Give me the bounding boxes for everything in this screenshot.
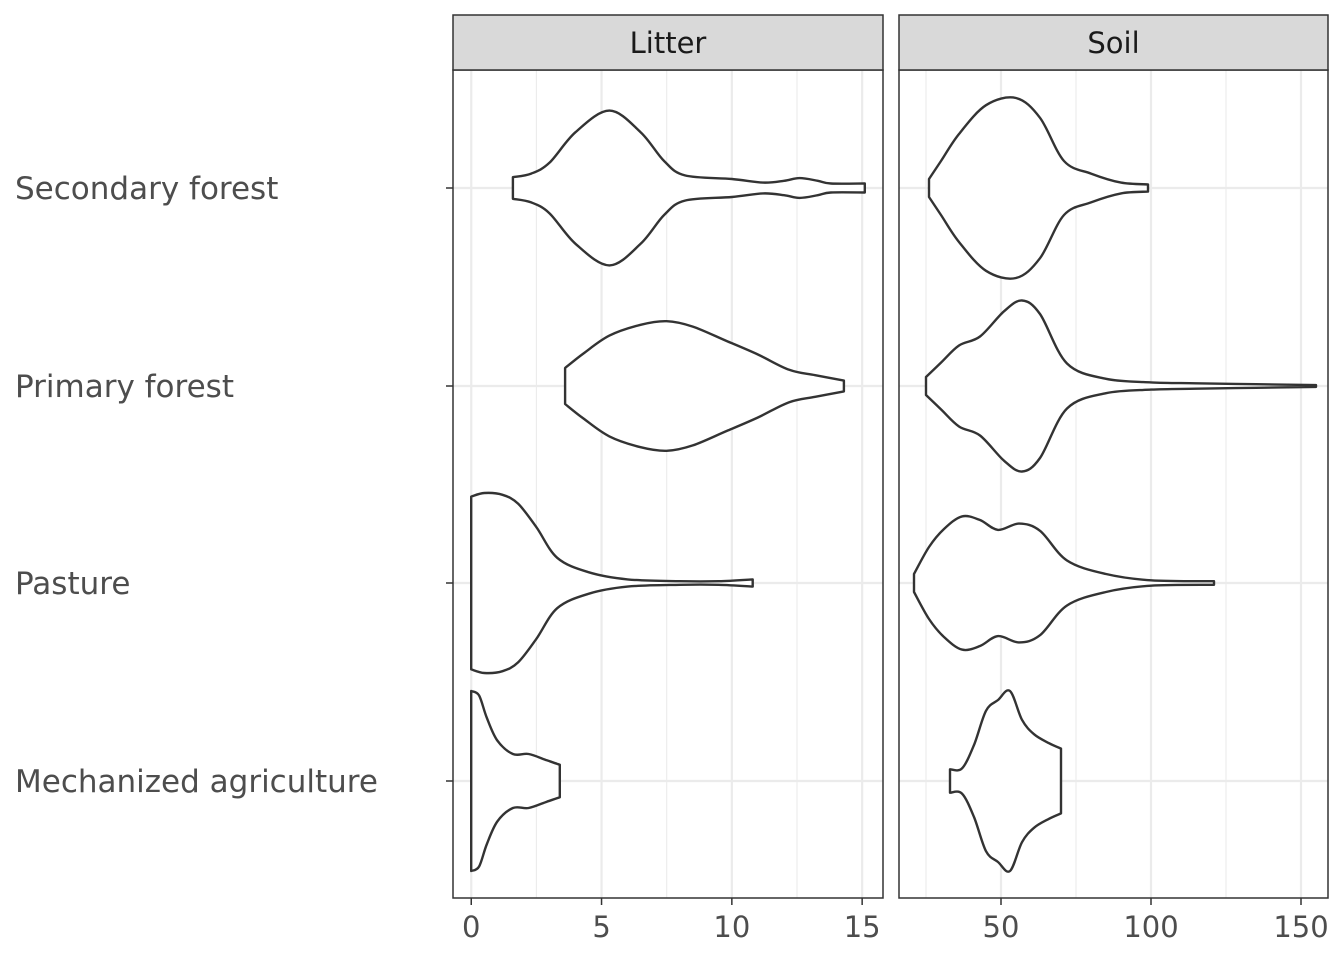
x-tick-label-litter: 5 <box>592 910 610 944</box>
violin-litter-mechanized-agriculture <box>470 689 561 873</box>
y-tick-label-pasture: Pasture <box>15 566 130 602</box>
violin-litter-pasture <box>470 491 754 675</box>
facet-panels: Litter 0 5 10 15 Soil 50 100 150 <box>452 14 1329 944</box>
x-tick-label-soil: 150 <box>1273 910 1328 944</box>
x-tick-label-litter: 0 <box>462 910 480 944</box>
violin-soil-pasture <box>912 514 1216 652</box>
strip-label-soil: Soil <box>1087 26 1139 60</box>
y-tick-label-primary-forest: Primary forest <box>15 369 234 405</box>
violin-litter-primary-forest <box>563 319 846 453</box>
x-tick-label-soil: 100 <box>1123 910 1178 944</box>
x-tick-label-litter: 10 <box>713 910 750 944</box>
strip-litter <box>452 14 884 71</box>
strip-soil <box>898 14 1329 71</box>
violin-soil-primary-forest <box>924 299 1318 473</box>
strip-label-litter: Litter <box>630 26 707 60</box>
panel-litter: Litter 0 5 10 15 <box>452 14 884 944</box>
category-labels: Mechanized agriculture Pasture Primary for… <box>15 171 453 800</box>
panel-soil: Soil 50 100 150 <box>898 14 1329 944</box>
y-tick-label-secondary-forest: Secondary forest <box>15 171 278 207</box>
violin-soil-secondary-forest <box>927 96 1150 280</box>
y-tick-label-mechanized-agriculture: Mechanized agriculture <box>15 764 378 800</box>
x-tick-label-litter: 15 <box>844 910 881 944</box>
violin-litter-secondary-forest <box>511 109 866 267</box>
x-tick-label-soil: 50 <box>983 910 1020 944</box>
violin-soil-mechanized-agriculture <box>948 689 1063 873</box>
